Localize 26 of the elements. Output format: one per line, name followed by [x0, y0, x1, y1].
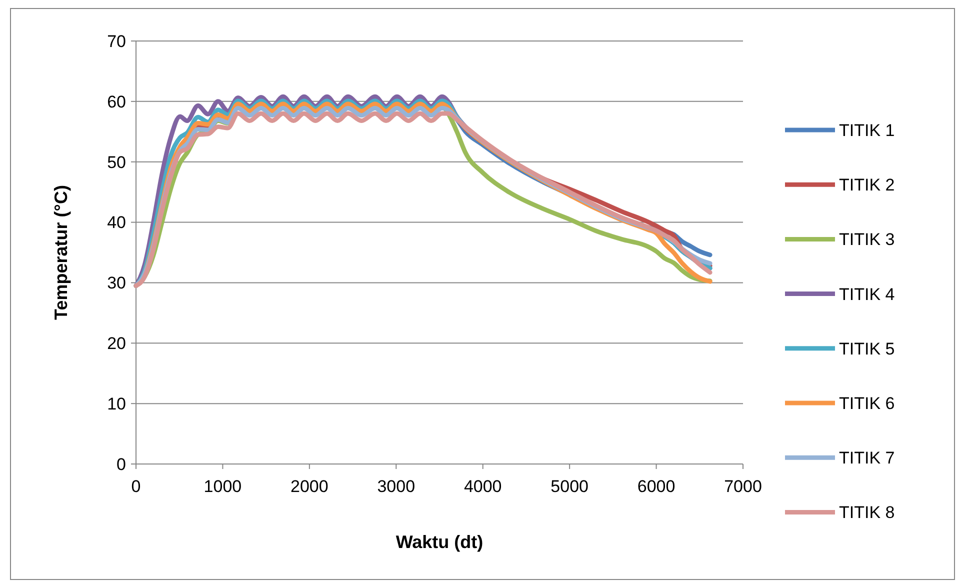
legend-label: TITIK 3	[839, 230, 895, 250]
y-tick-label: 50	[107, 152, 126, 172]
y-tick-label: 10	[107, 394, 126, 414]
legend-label: TITIK 1	[839, 120, 895, 140]
legend-label: TITIK 2	[839, 176, 895, 195]
y-tick-label: 20	[107, 334, 126, 354]
y-tick-label: 40	[107, 213, 126, 232]
y-tick-label: 30	[107, 274, 126, 293]
y-tick-label: 60	[107, 92, 126, 112]
x-tick-label: 6000	[637, 477, 676, 496]
x-tick-label: 7000	[724, 477, 762, 496]
x-tick-label: 5000	[550, 477, 588, 496]
legend-label: TITIK 4	[839, 284, 895, 304]
legend-label: TITIK 8	[839, 503, 895, 522]
x-tick-label: 0	[131, 477, 141, 496]
x-tick-label: 4000	[464, 477, 502, 496]
legend-label: TITIK 7	[839, 448, 895, 468]
y-tick-label: 0	[116, 454, 126, 474]
x-tick-label: 3000	[377, 477, 416, 496]
legend-label: TITIK 5	[839, 339, 895, 358]
x-tick-label: 2000	[290, 477, 328, 496]
y-tick-label: 70	[107, 32, 126, 51]
legend-label: TITIK 6	[839, 394, 895, 413]
y-axis-title: Temperatur (°C)	[51, 185, 71, 320]
x-axis-title: Waktu (dt)	[396, 532, 484, 552]
x-tick-label: 1000	[204, 477, 242, 496]
